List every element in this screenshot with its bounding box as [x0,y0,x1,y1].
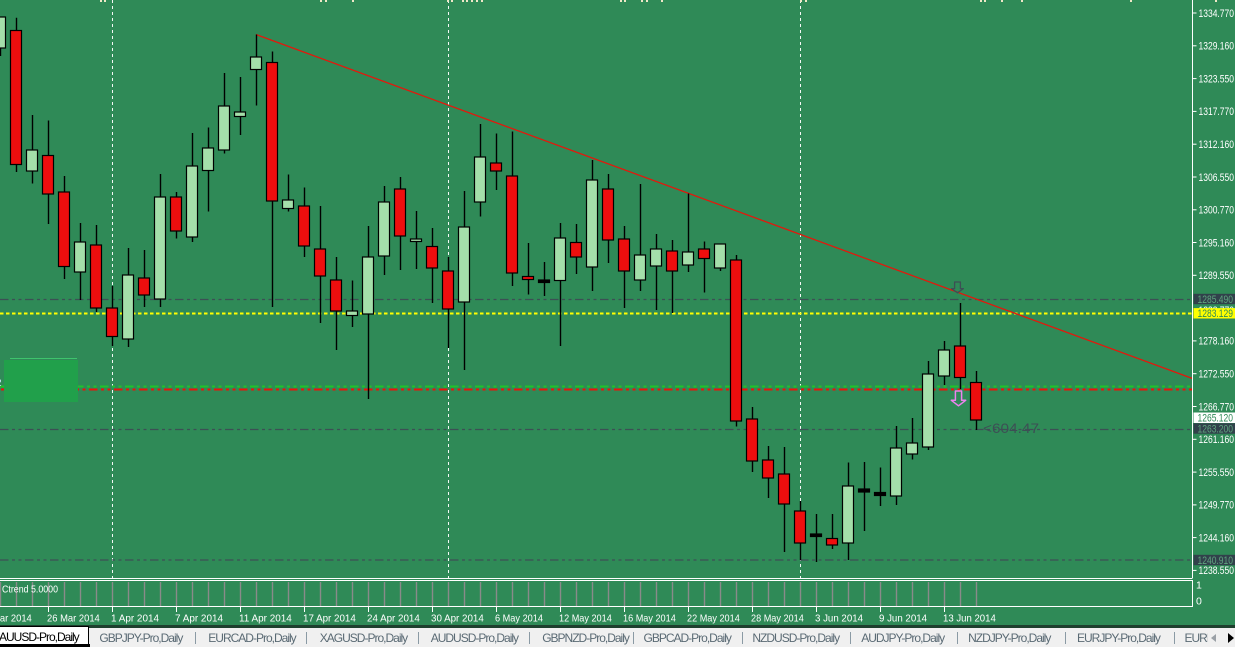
svg-text:1249.770: 1249.770 [1199,500,1235,512]
svg-text:7 Apr 2014: 7 Apr 2014 [175,613,223,625]
svg-text:1 Apr 2014: 1 Apr 2014 [111,613,159,625]
svg-text:1306.550: 1306.550 [1199,172,1235,184]
svg-text:1261.160: 1261.160 [1199,434,1235,446]
svg-text:1323.550: 1323.550 [1199,73,1235,85]
svg-text:1312.160: 1312.160 [1199,139,1235,151]
svg-text:1329.160: 1329.160 [1199,41,1235,53]
svg-text:13 Jun 2014: 13 Jun 2014 [943,613,996,625]
svg-text:16 May 2014: 16 May 2014 [623,613,676,625]
svg-text:1238.550: 1238.550 [1199,565,1235,577]
svg-text:12 May 2014: 12 May 2014 [559,613,612,625]
svg-text:20 Mar 2014: 20 Mar 2014 [0,613,32,625]
svg-text:28 May 2014: 28 May 2014 [751,613,804,625]
svg-text:1295.160: 1295.160 [1199,237,1235,249]
svg-text:1283.129: 1283.129 [1198,308,1234,320]
svg-text:9 Jun 2014: 9 Jun 2014 [879,613,927,625]
svg-text:1240.910: 1240.910 [1198,555,1234,567]
svg-text:11 Apr 2014: 11 Apr 2014 [239,613,292,625]
svg-text:30 Apr 2014: 30 Apr 2014 [431,613,484,625]
svg-text:<604.47: <604.47 [983,420,1039,436]
svg-text:1317.770: 1317.770 [1199,106,1235,118]
svg-text:1266.770: 1266.770 [1199,401,1235,413]
svg-text:1334.770: 1334.770 [1199,8,1235,20]
svg-text:1289.550: 1289.550 [1199,270,1235,282]
svg-text:1255.550: 1255.550 [1199,467,1235,479]
svg-text:2: 2 [0,378,2,389]
svg-text:22 May 2014: 22 May 2014 [687,613,740,625]
svg-text:1300.770: 1300.770 [1199,205,1235,217]
svg-text:1285.490: 1285.490 [1198,294,1234,306]
svg-text:1: 1 [1196,580,1202,592]
svg-text:1272.550: 1272.550 [1199,369,1235,381]
svg-text:1265.120: 1265.120 [1198,413,1234,425]
svg-text:0: 0 [1196,596,1202,608]
svg-text:1244.160: 1244.160 [1199,532,1235,544]
svg-text:1278.160: 1278.160 [1199,336,1235,348]
svg-text:1263.200: 1263.200 [1198,423,1234,435]
svg-text:24 Apr 2014: 24 Apr 2014 [367,613,420,625]
svg-text:17 Apr 2014: 17 Apr 2014 [303,613,356,625]
svg-text:26 Mar 2014: 26 Mar 2014 [47,613,100,625]
svg-text:3 Jun 2014: 3 Jun 2014 [815,613,863,625]
svg-text:Ctrend 5.0000: Ctrend 5.0000 [2,584,58,596]
svg-text:6 May 2014: 6 May 2014 [495,613,543,625]
